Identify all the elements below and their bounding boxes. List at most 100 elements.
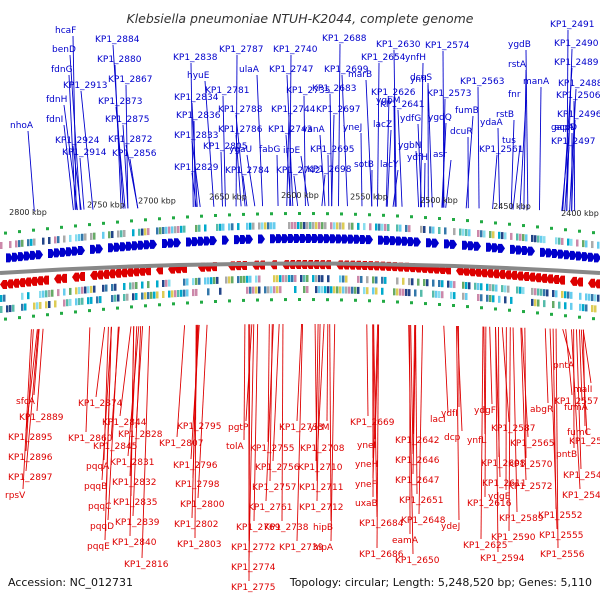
reverse-gene-label: KP1_2769 <box>236 523 281 533</box>
forward-leader-line <box>564 146 570 212</box>
reverse-gene-label: KP1_2547 <box>562 491 600 501</box>
reverse-leader-line <box>501 327 510 423</box>
reverse-gene-label: KP1_2572 <box>508 482 552 492</box>
forward-leader-line <box>122 124 129 209</box>
forward-gene-label: KP1_2875 <box>105 115 149 125</box>
forward-leader-line <box>423 162 426 208</box>
forward-gene-label: ydfH <box>407 153 428 163</box>
forward-gene-label: ulaA <box>239 65 260 75</box>
reverse-gene-label: ydeJ <box>441 522 460 532</box>
reverse-feature-strip-2 <box>0 286 597 313</box>
forward-leader-line <box>191 140 201 207</box>
reverse-leader-line <box>582 329 592 384</box>
forward-gene-label: KP1_2787 <box>219 45 263 55</box>
forward-gene-label: KP1_2880 <box>97 55 142 65</box>
reverse-gene-label: KP1_2532 <box>569 437 600 447</box>
forward-leader-line <box>329 93 333 207</box>
reverse-gene-label: yneH <box>355 460 378 470</box>
reverse-gene-label: KP1_2650 <box>395 556 440 566</box>
forward-gene-label: KP1_2747 <box>269 65 313 75</box>
reverse-leader-line <box>580 329 588 436</box>
forward-gene-label: fdnG <box>51 65 73 75</box>
forward-gene-label: fdnH <box>46 95 67 105</box>
forward-gene-label: KP1_2833 <box>174 131 218 141</box>
reverse-leader-line <box>248 324 255 562</box>
forward-gene-label: ygbN <box>398 141 421 151</box>
reverse-gene-label: KP1_2684 <box>359 519 404 529</box>
reverse-gene-label: KP1_2710 <box>298 463 343 473</box>
forward-gene-label: KP1_2740 <box>273 45 318 55</box>
reverse-gene-label: KP1_2608 <box>481 459 526 469</box>
forward-leader-line <box>341 74 348 207</box>
forward-leader-line <box>115 106 126 209</box>
reverse-gene-label: KP1_2774 <box>231 563 276 573</box>
forward-gene-label: KP1_2563 <box>460 77 504 87</box>
reverse-leader-line <box>33 328 40 396</box>
genome-backbone <box>0 261 600 275</box>
forward-leader-line <box>63 104 78 211</box>
reverse-leader-line <box>410 325 414 455</box>
reverse-leader-line <box>508 327 511 532</box>
forward-gene-label: KP1_2699 <box>324 65 369 75</box>
forward-leader-line <box>523 69 527 210</box>
forward-leader-line <box>386 129 392 207</box>
forward-gene-label: hyuE <box>187 71 210 81</box>
reverse-gene-label: KP1_2557 <box>554 397 598 407</box>
reverse-leader-line <box>265 324 274 502</box>
genome-summary-text: Topology: circular; Length: 5,248,520 bp… <box>289 576 592 589</box>
reverse-gene-label: KP1_2828 <box>118 430 163 440</box>
forward-leader-line <box>327 154 330 207</box>
forward-leader-line <box>465 115 474 209</box>
forward-gene-label: marB <box>348 70 372 80</box>
forward-gene-label: fdnI <box>46 115 63 125</box>
reverse-gene-label: KP1_2755 <box>250 444 294 454</box>
reverse-gene-label: KP1_2802 <box>174 520 218 530</box>
forward-leader-line <box>365 79 373 207</box>
forward-gene-label: asr <box>433 150 447 160</box>
reverse-gene-label: KP1_2807 <box>159 439 203 449</box>
forward-gene-label: sotB <box>354 160 374 170</box>
forward-leader-line <box>321 174 326 207</box>
forward-leader-line <box>377 62 380 207</box>
forward-gene-label: fabG <box>259 145 280 155</box>
reverse-leader-line <box>253 324 259 522</box>
reverse-gene-label: KP1_2738 <box>264 523 309 533</box>
forward-gene-label: KP1_2805 <box>203 142 247 152</box>
forward-gene-label: lacY <box>380 160 399 170</box>
forward-gene-label: KP1_2488 <box>558 79 600 89</box>
scale-ticks: 2800 kbp 2750 kbp 2700 kbp 2650 kbp 2600 kbp… <box>9 191 599 218</box>
reverse-leader-line <box>412 325 417 475</box>
forward-gene-label: manA <box>523 77 550 87</box>
forward-leader-line <box>129 158 139 209</box>
forward-gene-label: KP1_2744 <box>271 105 316 115</box>
reverse-leader-line <box>330 324 336 542</box>
forward-leader-line <box>519 99 527 210</box>
reverse-gene-label: KP1_2587 <box>491 424 535 434</box>
reverse-gene-label: pqqA <box>86 462 110 472</box>
forward-gene-label: KP1_2496 <box>557 110 600 120</box>
reverse-leader-line <box>316 324 321 502</box>
forward-gene-label: KP1_2630 <box>376 40 421 50</box>
forward-gene-label: dcuR <box>450 127 473 137</box>
forward-leader-line <box>561 132 570 212</box>
reverse-gene-label: KP1_2831 <box>110 458 154 468</box>
forward-leader-line <box>69 54 81 210</box>
reverse-leader-line <box>418 325 423 515</box>
scale-tick-label: 2600 kbp <box>281 191 319 200</box>
reverse-gene-label: KP1_2611 <box>482 479 526 489</box>
forward-gene-label: KP1_2735 <box>286 86 330 96</box>
reverse-leader-line <box>495 326 499 553</box>
reverse-gene-label: KP1_2895 <box>8 433 52 443</box>
forward-gene-label: dcuS <box>410 73 432 83</box>
forward-gene-label: vanA <box>302 125 326 135</box>
reverse-leader-line <box>415 325 418 495</box>
reverse-gene-label: yneI <box>357 441 376 451</box>
forward-gene-label: KP1_2786 <box>218 125 263 135</box>
reverse-gene-label: fumA <box>564 403 589 413</box>
forward-gene-label: KP1_2784 <box>225 166 270 176</box>
scale-tick-label: 2550 kbp <box>350 192 388 201</box>
reverse-gene-label: pqqB <box>84 482 107 492</box>
reverse-gene-label: KP1_2800 <box>180 500 225 510</box>
reverse-gene-label: malI <box>573 385 592 395</box>
reverse-gene-label: rpsV <box>5 491 26 501</box>
